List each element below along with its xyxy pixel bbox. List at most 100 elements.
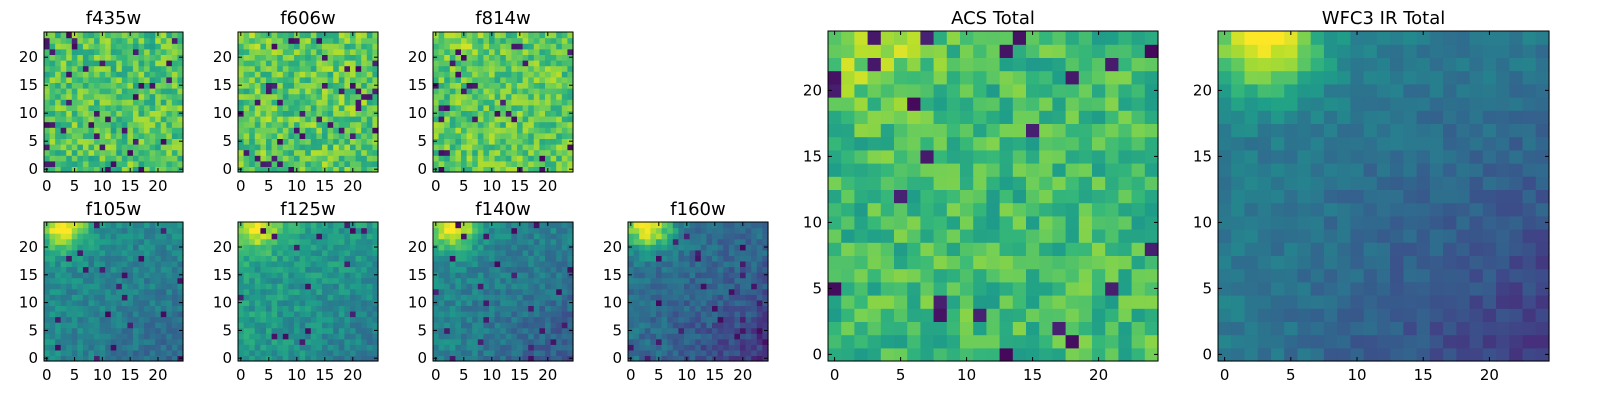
heatmap-cell bbox=[1131, 242, 1146, 256]
heatmap-cell bbox=[132, 227, 140, 234]
heatmap-cell bbox=[477, 155, 484, 162]
heatmap-cell bbox=[661, 322, 668, 329]
heatmap-cell bbox=[105, 37, 112, 44]
heatmap-cell bbox=[528, 266, 535, 273]
heatmap-cell bbox=[116, 227, 123, 234]
heatmap-cell bbox=[734, 249, 741, 256]
heatmap-cell bbox=[333, 283, 340, 290]
heatmap-cell bbox=[316, 43, 323, 50]
heatmap-cell bbox=[166, 43, 173, 50]
heatmap-cell bbox=[438, 104, 445, 111]
heatmap-cell bbox=[511, 299, 518, 306]
heatmap-cell bbox=[49, 149, 56, 156]
heatmap-cell bbox=[545, 48, 552, 55]
heatmap-cell bbox=[166, 272, 173, 279]
heatmap-cell bbox=[455, 32, 462, 39]
heatmap-cell bbox=[500, 249, 507, 256]
heatmap-cell bbox=[762, 288, 769, 295]
x-tick-label: 0 bbox=[236, 177, 246, 195]
y-tick-label: 20 bbox=[19, 48, 38, 66]
heatmap-cell bbox=[628, 260, 635, 268]
heatmap-cell bbox=[282, 65, 289, 72]
heatmap-cell bbox=[477, 222, 484, 229]
heatmap-cell bbox=[505, 227, 512, 234]
heatmap-cell bbox=[828, 149, 842, 164]
heatmap-cell bbox=[149, 272, 156, 279]
heatmap-cell bbox=[177, 121, 184, 128]
heatmap-cell bbox=[110, 82, 117, 89]
heatmap-cell bbox=[266, 288, 273, 295]
heatmap-cell bbox=[545, 277, 552, 284]
heatmap-cell bbox=[271, 116, 278, 123]
heatmap-cell bbox=[166, 110, 173, 117]
heatmap-cell bbox=[288, 327, 295, 334]
heatmap-cell bbox=[745, 355, 752, 362]
heatmap-cell bbox=[449, 48, 456, 55]
heatmap-cell bbox=[82, 132, 90, 139]
heatmap-cell bbox=[155, 88, 162, 95]
heatmap-cell bbox=[333, 32, 340, 39]
heatmap-cell bbox=[166, 227, 173, 234]
heatmap-cell bbox=[94, 160, 101, 167]
heatmap-cell bbox=[110, 233, 117, 240]
heatmap-cell bbox=[650, 272, 657, 279]
heatmap-cell bbox=[734, 283, 741, 290]
heatmap-cell bbox=[567, 316, 574, 323]
heatmap-cell bbox=[567, 116, 574, 123]
heatmap-cell bbox=[511, 71, 518, 78]
heatmap-cell bbox=[338, 132, 345, 139]
heatmap-cell bbox=[77, 288, 84, 295]
heatmap-cell bbox=[438, 294, 445, 301]
heatmap-cell bbox=[723, 233, 730, 240]
heatmap-cell bbox=[561, 32, 568, 39]
heatmap-cell bbox=[1039, 202, 1053, 217]
heatmap-cell bbox=[99, 238, 106, 245]
heatmap-cell bbox=[528, 355, 535, 362]
heatmap-cell bbox=[305, 249, 312, 256]
heatmap-cell bbox=[277, 244, 284, 251]
heatmap-cell bbox=[77, 349, 84, 357]
heatmap-cell bbox=[489, 255, 496, 262]
heatmap-cell bbox=[49, 222, 56, 229]
heatmap-cell bbox=[489, 322, 496, 329]
heatmap-cell bbox=[282, 166, 289, 173]
heatmap-cell bbox=[511, 327, 518, 334]
heatmap-cell bbox=[366, 88, 373, 95]
heatmap-cell bbox=[539, 249, 546, 256]
heatmap-cell bbox=[466, 288, 473, 295]
heatmap-cell bbox=[756, 327, 763, 334]
heatmap-cell bbox=[82, 305, 90, 312]
heatmap-cell bbox=[505, 160, 512, 167]
heatmap-cell bbox=[277, 110, 284, 117]
heatmap-cell bbox=[545, 76, 552, 83]
heatmap-cell bbox=[77, 82, 84, 89]
heatmap-cell bbox=[116, 305, 123, 312]
heatmap-cell bbox=[110, 277, 117, 284]
heatmap-cell bbox=[316, 233, 323, 240]
heatmap-cell bbox=[505, 249, 512, 256]
heatmap-cell bbox=[254, 60, 261, 67]
heatmap-cell bbox=[650, 283, 657, 290]
heatmap-cell bbox=[561, 138, 568, 145]
heatmap-cell bbox=[517, 155, 524, 162]
heatmap-cell bbox=[327, 82, 334, 89]
heatmap-cell bbox=[556, 244, 563, 251]
heatmap-cell bbox=[333, 71, 340, 78]
heatmap-cell bbox=[260, 149, 267, 156]
heatmap-cell bbox=[305, 82, 312, 89]
heatmap-cell bbox=[110, 76, 117, 83]
heatmap-cell bbox=[166, 127, 173, 134]
heatmap-cell bbox=[550, 266, 557, 273]
heatmap-cell bbox=[684, 260, 691, 268]
heatmap-cell bbox=[695, 294, 702, 301]
heatmap-cell bbox=[310, 338, 317, 345]
heatmap-cell bbox=[299, 99, 306, 106]
heatmap-cell bbox=[355, 244, 362, 251]
heatmap-cell bbox=[132, 333, 140, 340]
heatmap-cell bbox=[494, 93, 501, 100]
heatmap-cell bbox=[121, 255, 128, 262]
heatmap-cell bbox=[650, 222, 657, 229]
heatmap-cell bbox=[55, 349, 62, 357]
heatmap-cell bbox=[99, 54, 106, 61]
